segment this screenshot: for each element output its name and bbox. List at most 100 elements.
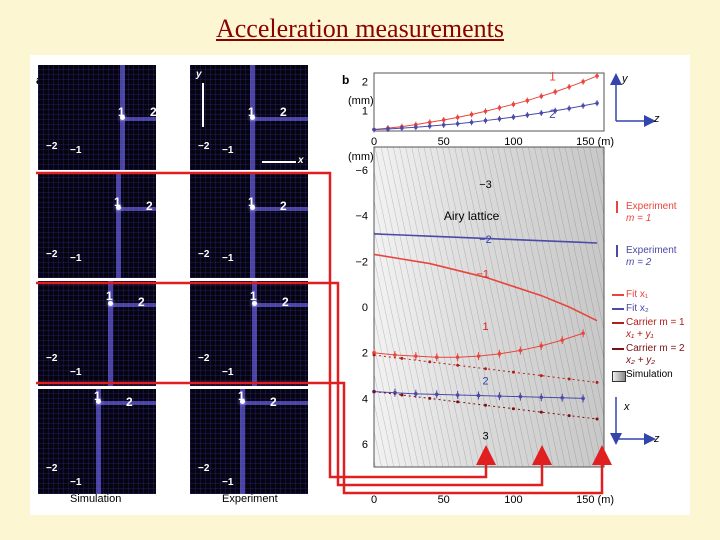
legend-swatch bbox=[612, 308, 624, 310]
main-inside-label: 2 bbox=[482, 376, 488, 388]
main-point bbox=[539, 374, 543, 378]
axis-x-label: x bbox=[298, 155, 304, 166]
top-plot-frame bbox=[373, 72, 605, 132]
top-point bbox=[469, 112, 474, 117]
order-label: 1 bbox=[238, 389, 245, 403]
order-label: −1 bbox=[222, 367, 234, 378]
top-xtick: 50 bbox=[438, 136, 450, 148]
main-axis-x-label: x bbox=[624, 401, 630, 413]
main-point bbox=[372, 350, 376, 355]
main-point bbox=[539, 410, 543, 414]
legend-swatch bbox=[612, 294, 624, 296]
top-ytick: 1 bbox=[362, 106, 368, 118]
top-point bbox=[483, 118, 488, 123]
col-label-simulation: Simulation bbox=[70, 493, 122, 505]
top-point bbox=[427, 120, 432, 125]
main-axis-z-label: z bbox=[654, 433, 660, 445]
main-point bbox=[497, 394, 502, 398]
main-point bbox=[476, 393, 481, 398]
order-label: 2 bbox=[146, 199, 153, 213]
main-inside-label: −3 bbox=[479, 179, 492, 191]
slide-title: Acceleration measurements bbox=[215, 14, 505, 43]
top-axis-z-label: z bbox=[654, 113, 660, 125]
top-xtick: 0 bbox=[371, 136, 377, 148]
mode-image-exp-3: 1 2 −2 −1 bbox=[190, 281, 308, 386]
main-point bbox=[455, 393, 460, 397]
main-xtick: 50 bbox=[438, 494, 450, 506]
main-inside-label: −1 bbox=[476, 268, 489, 280]
order-label: −2 bbox=[46, 249, 58, 260]
order-label: 1 bbox=[94, 389, 101, 403]
main-series-line-1 bbox=[373, 233, 598, 244]
main-point bbox=[595, 417, 599, 421]
main-inside-label: 1 bbox=[482, 321, 488, 333]
mode-image-exp-1: 1 2 −2 −1 y x bbox=[190, 65, 308, 170]
legend-swatch bbox=[616, 245, 618, 257]
top-axis-y-label: y bbox=[622, 73, 628, 85]
main-point bbox=[414, 392, 418, 396]
main-point bbox=[567, 414, 571, 418]
mode-image-exp-2: 1 2 −2 −1 bbox=[190, 173, 308, 278]
legend-swatch bbox=[616, 201, 618, 213]
order-label: −1 bbox=[222, 253, 234, 264]
main-point bbox=[539, 395, 544, 400]
top-point bbox=[525, 113, 530, 117]
top-series-label-2: 2 bbox=[549, 107, 556, 121]
main-point bbox=[595, 380, 599, 384]
simulation-background bbox=[374, 147, 604, 467]
main-ytick: 2 bbox=[362, 348, 368, 360]
legend-text: Simulation bbox=[626, 369, 673, 380]
order-label: −1 bbox=[70, 145, 82, 156]
main-point bbox=[581, 331, 585, 336]
main-point bbox=[560, 338, 564, 342]
order-label: 2 bbox=[282, 295, 289, 309]
top-point bbox=[441, 118, 446, 122]
main-point bbox=[434, 392, 439, 397]
main-ytick: 6 bbox=[362, 439, 368, 451]
main-point bbox=[434, 355, 439, 360]
mode-image-sim-2: 1 2 −2 −1 bbox=[38, 173, 156, 278]
order-label: −2 bbox=[198, 463, 210, 474]
order-label: 1 bbox=[248, 105, 255, 119]
main-point bbox=[518, 348, 523, 353]
main-point bbox=[476, 354, 481, 358]
main-axis-icon bbox=[610, 397, 656, 445]
top-point bbox=[441, 123, 446, 127]
top-axis-icon bbox=[610, 73, 656, 127]
main-point bbox=[511, 407, 515, 411]
top-point bbox=[372, 127, 376, 132]
top-point bbox=[497, 106, 502, 110]
top-point bbox=[497, 117, 502, 121]
col-label-experiment: Experiment bbox=[222, 493, 278, 505]
axis-x-arrow bbox=[262, 161, 296, 163]
panel-b-label: b bbox=[342, 73, 350, 87]
main-ytick: −4 bbox=[355, 211, 368, 223]
order-label: 2 bbox=[150, 105, 156, 119]
top-point bbox=[469, 120, 474, 125]
main-point bbox=[372, 390, 376, 394]
main-series-line-0 bbox=[373, 253, 598, 322]
top-point bbox=[427, 124, 432, 128]
legend-swatch bbox=[612, 322, 624, 324]
legend-swatch bbox=[612, 348, 624, 350]
main-point bbox=[511, 370, 515, 374]
legend-subtext: x₂ + y₂ bbox=[626, 355, 656, 366]
order-label: −2 bbox=[198, 141, 210, 152]
top-point bbox=[595, 101, 599, 105]
top-point bbox=[386, 127, 390, 131]
main-ylabel-unit: (mm) bbox=[348, 151, 374, 163]
order-label: 1 bbox=[114, 195, 121, 209]
main-point bbox=[400, 393, 404, 397]
mode-image-sim-1: 1 2 −2 −1 bbox=[38, 65, 156, 170]
beam-spot bbox=[120, 115, 125, 120]
main-inside-label: Airy lattice bbox=[444, 209, 500, 223]
main-point bbox=[428, 360, 432, 364]
top-xtick: 150 (m) bbox=[576, 136, 614, 148]
legend-subtext: m = 2 bbox=[626, 257, 652, 268]
main-point bbox=[456, 363, 460, 367]
legend-subtext: x₁ + y₁ bbox=[626, 329, 654, 340]
top-point bbox=[525, 98, 530, 103]
main-inside-label: −2 bbox=[479, 234, 492, 246]
mode-image-sim-4: 1 2 −2 −1 bbox=[38, 389, 156, 494]
order-label: −1 bbox=[70, 477, 82, 488]
